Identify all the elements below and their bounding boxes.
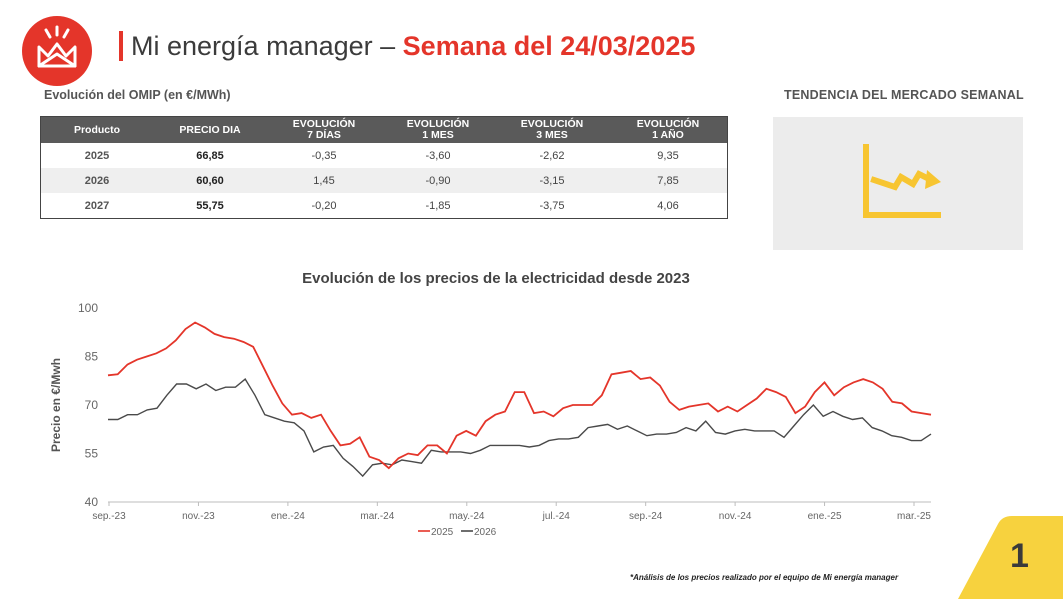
x-tick-label: nov.-24 xyxy=(719,511,752,522)
title-accent-bar xyxy=(119,31,123,61)
cell-3m: -3,75 xyxy=(539,199,565,212)
x-tick-label: may.-24 xyxy=(449,511,485,522)
x-tick-label: mar.-24 xyxy=(360,511,394,522)
col-header: EVOLUCIÓN 1 AÑO xyxy=(609,116,728,143)
col-header: EVOLUCIÓN 1 MES xyxy=(381,116,495,143)
cell-product: 2027 xyxy=(84,199,110,212)
omip-table-title: Evolución del OMIP (en €/MWh) xyxy=(44,88,231,102)
y-tick-label: 85 xyxy=(85,350,99,364)
price-line-chart: 40 55 70 85 100 sep.-23 nov.-23 ene.-24 mar.-24… xyxy=(49,301,932,538)
x-tick-label: sep.-24 xyxy=(629,511,663,522)
crown-envelope-icon xyxy=(37,25,77,68)
cell-1m: -1,85 xyxy=(425,199,451,212)
legend-label-2025: 2025 xyxy=(431,527,454,538)
brand-logo xyxy=(22,16,92,86)
cell-7d: 1,45 xyxy=(267,168,381,193)
series-line-2025 xyxy=(107,321,932,470)
x-tick-label: sep.-23 xyxy=(92,511,126,522)
y-tick-label: 100 xyxy=(78,301,98,315)
legend-label-2026: 2026 xyxy=(474,527,497,538)
cell-3m: -2,62 xyxy=(539,149,565,162)
table-row: 2026 60,60 1,45 -0,90 -3,15 7,85 xyxy=(40,168,728,193)
y-axis-label: Precio en €/Mwh xyxy=(49,358,63,452)
x-tick-label: mar.-25 xyxy=(897,511,931,522)
cell-1y: 4,06 xyxy=(657,199,679,212)
cell-price: 66,85 xyxy=(196,149,224,162)
cell-7d: -0,35 xyxy=(311,149,337,162)
page-number: 1 xyxy=(1010,537,1029,575)
series-line-2026 xyxy=(108,378,932,478)
cell-product: 2026 xyxy=(40,168,153,193)
table-row: 2027 55,75 -0,20 -1,85 -3,75 4,06 xyxy=(41,193,728,219)
col-header: PRECIO DIA xyxy=(153,116,267,143)
cell-product: 2025 xyxy=(84,149,110,162)
col-header: Producto xyxy=(40,116,153,143)
trend-title: TENDENCIA DEL MERCADO SEMANAL xyxy=(784,88,1024,102)
col-header: EVOLUCIÓN 7 DÍAS xyxy=(267,116,381,143)
footnote: *Análisis de los precios realizado por e… xyxy=(630,573,899,582)
cell-1m: -3,60 xyxy=(425,149,451,162)
cell-price: 60,60 xyxy=(153,168,267,193)
cell-1y: 9,35 xyxy=(657,149,679,162)
x-tick-label: ene.-25 xyxy=(808,511,842,522)
x-tick-label: ene.-24 xyxy=(271,511,305,522)
col-header: EVOLUCIÓN 3 MES xyxy=(495,116,609,143)
y-tick-label: 70 xyxy=(85,398,99,412)
cell-1y: 7,85 xyxy=(609,168,728,193)
cell-7d: -0,20 xyxy=(311,199,337,212)
x-tick-label: jul.-24 xyxy=(542,511,571,522)
page-tab xyxy=(958,516,1063,599)
trend-panel xyxy=(773,117,1023,250)
cell-1m: -0,90 xyxy=(381,168,495,193)
omip-header-row: Producto PRECIO DIA EVOLUCIÓN 7 DÍAS EVOL… xyxy=(40,116,728,143)
table-row: 2025 66,85 -0,35 -3,60 -2,62 9,35 xyxy=(41,143,728,168)
y-tick-label: 40 xyxy=(85,495,99,509)
trend-chart-icon xyxy=(863,144,941,218)
chart-legend: 2025 2026 xyxy=(418,527,497,538)
cell-price: 55,75 xyxy=(196,199,224,212)
title-week: Semana del 24/03/2025 xyxy=(402,31,696,61)
x-tick-label: nov.-23 xyxy=(182,511,215,522)
cell-3m: -3,15 xyxy=(495,168,609,193)
omip-table: Producto PRECIO DIA EVOLUCIÓN 7 DÍAS EVOL… xyxy=(40,116,728,219)
title-prefix: Mi energía manager – xyxy=(131,31,396,61)
y-tick-label: 55 xyxy=(85,447,99,461)
page-title: Mi energía manager – Semana del 24/03/20… xyxy=(131,28,695,64)
chart-title: Evolución de los precios de la electrici… xyxy=(302,270,690,287)
